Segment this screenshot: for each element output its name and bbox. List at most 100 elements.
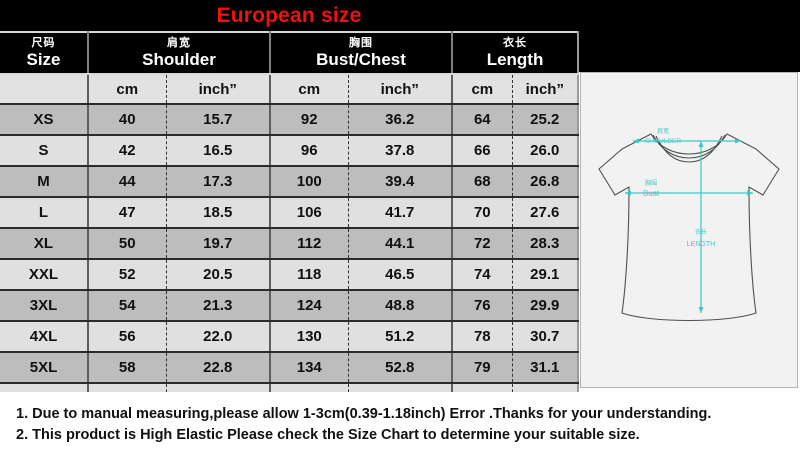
unit-header-shoulder-inch: inch” xyxy=(166,74,272,105)
table-row: S 42 16.5 96 37.8 66 26.0 xyxy=(0,135,580,167)
cell-length-cm: 64 xyxy=(452,104,513,136)
label-length-en: LENGTH xyxy=(687,241,715,248)
cell-shoulder-cm: 44 xyxy=(88,166,167,198)
cell-size: XS xyxy=(0,104,89,136)
group-header-size: 尺码 Size xyxy=(0,31,89,75)
cell-shoulder-cm: 42 xyxy=(88,135,167,167)
cell-shoulder-inch: 22.8 xyxy=(166,352,272,384)
cell-size: 3XL xyxy=(0,290,89,322)
table-row: M 44 17.3 100 39.4 68 26.8 xyxy=(0,166,580,198)
measurement-labels: 肩宽 SHOULDER 胸围 Bust 衣长 LENGTH xyxy=(643,127,715,248)
cell-bust-cm: 100 xyxy=(270,166,349,198)
right-black-filler xyxy=(578,0,800,72)
cell-shoulder-inch: 17.3 xyxy=(166,166,272,198)
unit-header-bust-cm: cm xyxy=(270,74,349,105)
table-group-header-row: 尺码 Size 肩宽 Shoulder 胸围 Bust/Chest 衣长 Len… xyxy=(0,31,580,75)
measurement-arrowheads xyxy=(625,138,753,313)
group-header-size-cn: 尺码 xyxy=(31,37,56,49)
cell-bust-cm: 92 xyxy=(270,104,349,136)
page-title: European size xyxy=(216,4,362,27)
footer-notes: 1. Due to manual measuring,please allow … xyxy=(0,392,800,474)
cell-length-cm: 72 xyxy=(452,228,513,260)
cell-shoulder-inch: 16.5 xyxy=(166,135,272,167)
cell-shoulder-cm: 56 xyxy=(88,321,167,353)
cell-size: XXL xyxy=(0,259,89,291)
group-header-shoulder-cn: 肩宽 xyxy=(167,37,191,49)
cell-shoulder-cm: 47 xyxy=(88,197,167,229)
tshirt-measurement-diagram: 肩宽 SHOULDER 胸围 Bust 衣长 LENGTH xyxy=(598,127,780,322)
group-header-length-en: Length xyxy=(486,50,544,69)
cell-bust-inch: 52.8 xyxy=(348,352,454,384)
group-header-shoulder-en: Shoulder xyxy=(142,50,216,69)
cell-bust-inch: 36.2 xyxy=(348,104,454,136)
unit-header-bust-inch: inch” xyxy=(348,74,454,105)
table-row: XS 40 15.7 92 36.2 64 25.2 xyxy=(0,104,580,136)
group-header-bust-cn: 胸围 xyxy=(349,37,374,49)
cell-bust-cm: 134 xyxy=(270,352,349,384)
cell-bust-cm: 96 xyxy=(270,135,349,167)
cell-size: XL xyxy=(0,228,89,260)
measurement-lines xyxy=(625,140,753,313)
table-row: XXL 52 20.5 118 46.5 74 29.1 xyxy=(0,259,580,291)
label-length-cn: 衣长 xyxy=(695,228,707,236)
table-row: 3XL 54 21.3 124 48.8 76 29.9 xyxy=(0,290,580,322)
unit-header-length-inch: inch” xyxy=(512,74,580,105)
cell-length-inch: 28.3 xyxy=(512,228,580,260)
cell-length-cm: 74 xyxy=(452,259,513,291)
table-unit-header-row: cm inch” cm inch” cm inch” xyxy=(0,74,580,105)
cell-shoulder-cm: 54 xyxy=(88,290,167,322)
cell-shoulder-inch: 20.5 xyxy=(166,259,272,291)
unit-header-length-cm: cm xyxy=(452,74,513,105)
group-header-length-cn: 衣长 xyxy=(503,37,528,49)
group-header-bust-en: Bust/Chest xyxy=(316,50,406,69)
size-table-container: 尺码 Size 肩宽 Shoulder 胸围 Bust/Chest 衣长 Len… xyxy=(0,31,580,415)
cell-shoulder-inch: 18.5 xyxy=(166,197,272,229)
table-row: 4XL 56 22.0 130 51.2 78 30.7 xyxy=(0,321,580,353)
cell-size: M xyxy=(0,166,89,198)
cell-size: 4XL xyxy=(0,321,89,353)
group-header-length: 衣长 Length xyxy=(452,31,580,75)
size-table-body: XS 40 15.7 92 36.2 64 25.2 S 42 16.5 96 37.8 66 26.0 M… xyxy=(0,104,580,415)
cell-bust-cm: 106 xyxy=(270,197,349,229)
cell-length-cm: 68 xyxy=(452,166,513,198)
cell-bust-cm: 112 xyxy=(270,228,349,260)
table-row: 5XL 58 22.8 134 52.8 79 31.1 xyxy=(0,352,580,384)
cell-shoulder-inch: 15.7 xyxy=(166,104,272,136)
unit-header-size-blank xyxy=(0,74,89,105)
cell-length-inch: 30.7 xyxy=(512,321,580,353)
cell-length-cm: 78 xyxy=(452,321,513,353)
cell-shoulder-inch: 22.0 xyxy=(166,321,272,353)
cell-shoulder-inch: 21.3 xyxy=(166,290,272,322)
group-header-bust: 胸围 Bust/Chest xyxy=(270,31,454,75)
cell-bust-cm: 124 xyxy=(270,290,349,322)
cell-bust-inch: 41.7 xyxy=(348,197,454,229)
cell-shoulder-cm: 58 xyxy=(88,352,167,384)
cell-length-inch: 26.8 xyxy=(512,166,580,198)
cell-bust-inch: 44.1 xyxy=(348,228,454,260)
tshirt-diagram-panel: 肩宽 SHOULDER 胸围 Bust 衣长 LENGTH xyxy=(580,72,798,388)
cell-shoulder-cm: 40 xyxy=(88,104,167,136)
cell-size: 5XL xyxy=(0,352,89,384)
cell-length-inch: 31.1 xyxy=(512,352,580,384)
cell-shoulder-inch: 19.7 xyxy=(166,228,272,260)
cell-bust-inch: 51.2 xyxy=(348,321,454,353)
cell-bust-cm: 118 xyxy=(270,259,349,291)
cell-size: S xyxy=(0,135,89,167)
cell-shoulder-cm: 50 xyxy=(88,228,167,260)
label-shoulder-cn: 肩宽 xyxy=(657,127,669,135)
tshirt-outline-icon xyxy=(598,133,780,322)
unit-header-shoulder-cm: cm xyxy=(88,74,167,105)
cell-bust-inch: 46.5 xyxy=(348,259,454,291)
cell-bust-inch: 37.8 xyxy=(348,135,454,167)
table-row: XL 50 19.7 112 44.1 72 28.3 xyxy=(0,228,580,260)
cell-bust-inch: 39.4 xyxy=(348,166,454,198)
cell-bust-inch: 48.8 xyxy=(348,290,454,322)
footer-note-1: 1. Due to manual measuring,please allow … xyxy=(16,406,712,422)
cell-length-inch: 25.2 xyxy=(512,104,580,136)
label-bust-en: Bust xyxy=(643,189,660,198)
cell-length-cm: 70 xyxy=(452,197,513,229)
cell-size: L xyxy=(0,197,89,229)
table-row: L 47 18.5 106 41.7 70 27.6 xyxy=(0,197,580,229)
cell-length-cm: 79 xyxy=(452,352,513,384)
